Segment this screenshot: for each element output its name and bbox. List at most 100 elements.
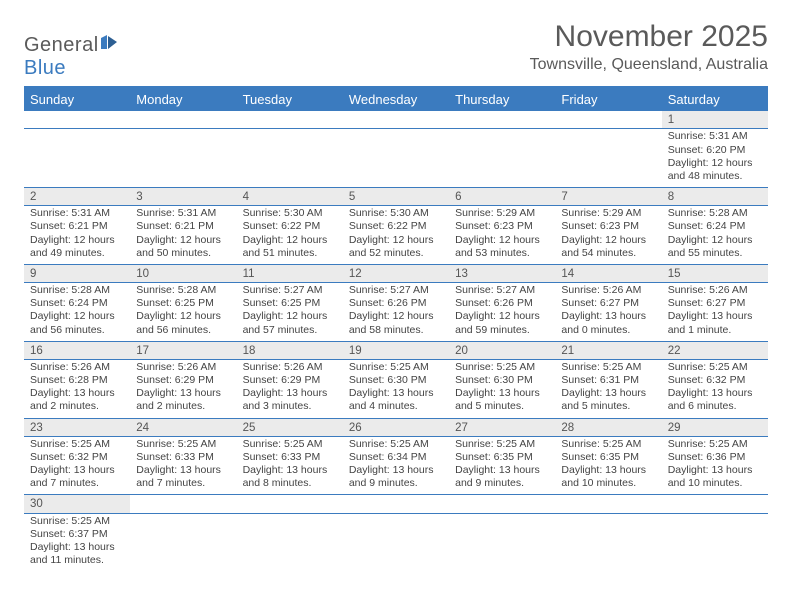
day-detail-cell (343, 513, 449, 571)
day-header-row: SundayMondayTuesdayWednesdayThursdayFrid… (24, 88, 768, 111)
day-detail-cell (237, 129, 343, 188)
day-number-cell (130, 111, 236, 129)
day-number-cell: 6 (449, 187, 555, 205)
day-detail-row: Sunrise: 5:31 AMSunset: 6:20 PMDaylight:… (24, 129, 768, 188)
day-number-cell: 1 (662, 111, 768, 129)
day-detail-cell: Sunrise: 5:25 AMSunset: 6:36 PMDaylight:… (662, 436, 768, 495)
day-number-cell: 10 (130, 264, 236, 282)
day-number-cell: 9 (24, 264, 130, 282)
day-detail-cell: Sunrise: 5:25 AMSunset: 6:35 PMDaylight:… (449, 436, 555, 495)
day-detail-cell (130, 513, 236, 571)
day-detail-cell (449, 129, 555, 188)
day-detail-cell (24, 129, 130, 188)
day-number-cell: 28 (555, 418, 661, 436)
day-number-cell (449, 111, 555, 129)
day-detail-cell: Sunrise: 5:25 AMSunset: 6:34 PMDaylight:… (343, 436, 449, 495)
day-detail-cell: Sunrise: 5:30 AMSunset: 6:22 PMDaylight:… (237, 206, 343, 265)
day-detail-row: Sunrise: 5:28 AMSunset: 6:24 PMDaylight:… (24, 283, 768, 342)
day-detail-cell: Sunrise: 5:30 AMSunset: 6:22 PMDaylight:… (343, 206, 449, 265)
day-number-cell (237, 495, 343, 513)
day-detail-cell: Sunrise: 5:31 AMSunset: 6:20 PMDaylight:… (662, 129, 768, 188)
day-detail-cell: Sunrise: 5:26 AMSunset: 6:29 PMDaylight:… (237, 360, 343, 419)
day-detail-cell (343, 129, 449, 188)
logo: GeneralBlue (24, 34, 123, 80)
day-number-cell: 3 (130, 187, 236, 205)
day-detail-cell: Sunrise: 5:28 AMSunset: 6:25 PMDaylight:… (130, 283, 236, 342)
day-detail-cell: Sunrise: 5:25 AMSunset: 6:30 PMDaylight:… (343, 360, 449, 419)
day-number-cell (555, 111, 661, 129)
location-subtitle: Townsville, Queensland, Australia (530, 56, 768, 74)
day-number-cell: 13 (449, 264, 555, 282)
day-number-cell: 15 (662, 264, 768, 282)
day-number-cell: 7 (555, 187, 661, 205)
day-number-row: 1 (24, 111, 768, 129)
day-header: Saturday (662, 88, 768, 111)
day-number-cell: 4 (237, 187, 343, 205)
day-number-row: 9101112131415 (24, 264, 768, 282)
day-detail-cell: Sunrise: 5:25 AMSunset: 6:37 PMDaylight:… (24, 513, 130, 571)
day-number-cell: 25 (237, 418, 343, 436)
day-detail-cell: Sunrise: 5:27 AMSunset: 6:26 PMDaylight:… (343, 283, 449, 342)
logo-text-blue: Blue (24, 57, 66, 79)
day-detail-cell (130, 129, 236, 188)
day-detail-cell: Sunrise: 5:25 AMSunset: 6:33 PMDaylight:… (237, 436, 343, 495)
day-detail-row: Sunrise: 5:31 AMSunset: 6:21 PMDaylight:… (24, 206, 768, 265)
day-detail-cell: Sunrise: 5:25 AMSunset: 6:32 PMDaylight:… (662, 360, 768, 419)
day-detail-row: Sunrise: 5:25 AMSunset: 6:32 PMDaylight:… (24, 436, 768, 495)
day-detail-cell (237, 513, 343, 571)
day-detail-cell: Sunrise: 5:25 AMSunset: 6:30 PMDaylight:… (449, 360, 555, 419)
day-number-cell: 14 (555, 264, 661, 282)
day-number-cell: 24 (130, 418, 236, 436)
day-number-cell (555, 495, 661, 513)
day-number-cell: 2 (24, 187, 130, 205)
day-detail-cell (449, 513, 555, 571)
day-number-cell (237, 111, 343, 129)
day-number-cell: 11 (237, 264, 343, 282)
day-detail-cell: Sunrise: 5:25 AMSunset: 6:35 PMDaylight:… (555, 436, 661, 495)
day-number-cell: 19 (343, 341, 449, 359)
day-number-cell (343, 495, 449, 513)
day-detail-cell: Sunrise: 5:26 AMSunset: 6:28 PMDaylight:… (24, 360, 130, 419)
day-number-cell: 20 (449, 341, 555, 359)
day-number-cell: 12 (343, 264, 449, 282)
day-detail-cell: Sunrise: 5:26 AMSunset: 6:27 PMDaylight:… (662, 283, 768, 342)
day-number-row: 23242526272829 (24, 418, 768, 436)
day-header: Tuesday (237, 88, 343, 111)
day-number-cell (343, 111, 449, 129)
day-detail-cell (662, 513, 768, 571)
day-detail-row: Sunrise: 5:26 AMSunset: 6:28 PMDaylight:… (24, 360, 768, 419)
day-header: Sunday (24, 88, 130, 111)
day-number-cell (24, 111, 130, 129)
day-number-cell: 30 (24, 495, 130, 513)
day-header: Friday (555, 88, 661, 111)
day-number-row: 30 (24, 495, 768, 513)
day-detail-cell: Sunrise: 5:27 AMSunset: 6:26 PMDaylight:… (449, 283, 555, 342)
day-detail-cell: Sunrise: 5:31 AMSunset: 6:21 PMDaylight:… (24, 206, 130, 265)
day-number-cell (449, 495, 555, 513)
day-detail-cell: Sunrise: 5:25 AMSunset: 6:33 PMDaylight:… (130, 436, 236, 495)
day-header: Monday (130, 88, 236, 111)
day-detail-cell: Sunrise: 5:26 AMSunset: 6:27 PMDaylight:… (555, 283, 661, 342)
day-detail-cell: Sunrise: 5:25 AMSunset: 6:32 PMDaylight:… (24, 436, 130, 495)
day-detail-cell: Sunrise: 5:29 AMSunset: 6:23 PMDaylight:… (449, 206, 555, 265)
day-number-cell: 23 (24, 418, 130, 436)
logo-text: GeneralBlue (24, 34, 123, 80)
day-number-cell: 26 (343, 418, 449, 436)
day-number-cell: 8 (662, 187, 768, 205)
day-number-cell: 27 (449, 418, 555, 436)
day-number-row: 2345678 (24, 187, 768, 205)
day-detail-cell: Sunrise: 5:27 AMSunset: 6:25 PMDaylight:… (237, 283, 343, 342)
day-header: Thursday (449, 88, 555, 111)
day-number-cell: 5 (343, 187, 449, 205)
day-number-cell: 18 (237, 341, 343, 359)
day-number-cell: 17 (130, 341, 236, 359)
logo-text-general: General (24, 34, 99, 56)
day-number-cell: 29 (662, 418, 768, 436)
day-number-cell (662, 495, 768, 513)
day-number-cell: 22 (662, 341, 768, 359)
flag-icon (101, 35, 123, 49)
day-detail-cell: Sunrise: 5:25 AMSunset: 6:31 PMDaylight:… (555, 360, 661, 419)
day-number-cell: 16 (24, 341, 130, 359)
day-detail-cell (555, 513, 661, 571)
day-detail-cell: Sunrise: 5:29 AMSunset: 6:23 PMDaylight:… (555, 206, 661, 265)
